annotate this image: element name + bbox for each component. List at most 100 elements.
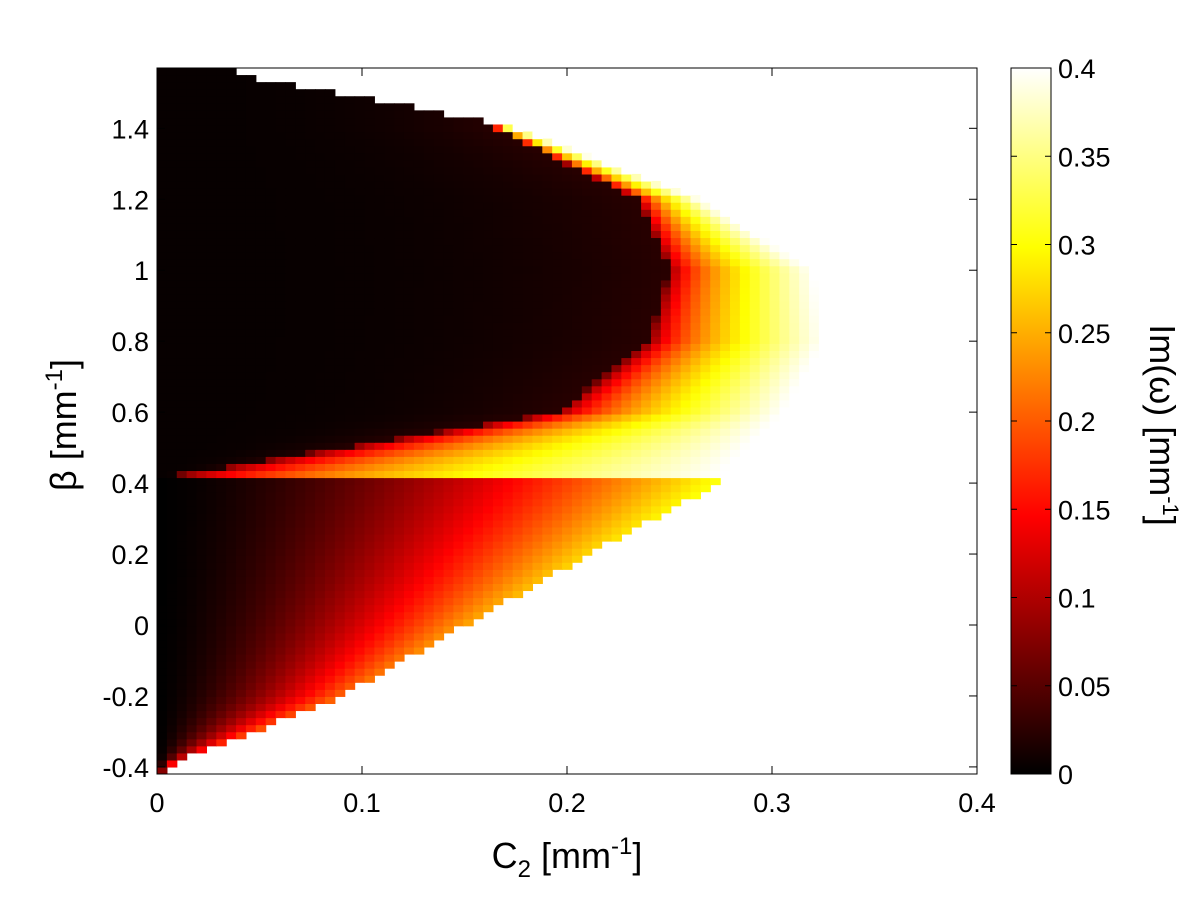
heatmap-cell	[157, 315, 168, 323]
heatmap-cell	[324, 477, 336, 486]
heatmap-cell	[255, 533, 267, 542]
heatmap-cell	[285, 583, 296, 592]
heatmap-cell	[206, 216, 217, 224]
heatmap-cell	[157, 216, 168, 224]
heatmap-cell	[344, 209, 356, 217]
heatmap-cell	[492, 569, 504, 577]
heatmap-cell	[265, 89, 277, 97]
heatmap-cell	[532, 562, 543, 570]
heatmap-cell	[265, 661, 277, 669]
heatmap-cell	[206, 428, 217, 436]
heatmap-cell	[305, 484, 316, 493]
heatmap-cell	[394, 124, 405, 133]
heatmap-cell	[532, 406, 543, 415]
heatmap-cell	[236, 604, 247, 613]
heatmap-cell	[463, 300, 474, 309]
heatmap-cell	[680, 216, 692, 224]
heatmap-cell	[581, 428, 593, 436]
heatmap-cell	[285, 89, 296, 97]
heatmap-cell	[433, 286, 445, 295]
heatmap-cell	[334, 668, 346, 676]
heatmap-cell	[720, 329, 731, 337]
heatmap-cell	[344, 300, 356, 309]
heatmap-cell	[255, 449, 267, 457]
heatmap-cell	[226, 498, 237, 507]
heatmap-cell	[710, 230, 721, 239]
heatmap-cell	[403, 237, 415, 246]
heatmap-cell	[601, 498, 613, 507]
heatmap-cell	[552, 378, 563, 387]
heatmap-cell	[295, 272, 306, 281]
heatmap-cell	[423, 512, 435, 521]
heatmap-cell	[403, 590, 415, 599]
heatmap-cell	[611, 322, 622, 330]
heatmap-cell	[354, 498, 366, 507]
heatmap-cell	[344, 646, 356, 655]
heatmap-cell	[166, 103, 178, 111]
heatmap-cell	[621, 512, 632, 521]
heatmap-cell	[324, 152, 336, 161]
heatmap-cell	[236, 272, 247, 281]
heatmap-cell	[186, 343, 198, 351]
heatmap-cell	[660, 435, 672, 443]
heatmap-cell	[157, 484, 168, 493]
heatmap-cell	[226, 336, 237, 344]
heatmap-cell	[394, 350, 405, 359]
heatmap-cell	[196, 385, 207, 394]
heatmap-cell	[196, 576, 207, 584]
heatmap-cell	[601, 188, 613, 196]
heatmap-cell	[562, 541, 573, 549]
heatmap-cell	[542, 498, 553, 507]
heatmap-cell	[344, 258, 356, 267]
heatmap-cell	[601, 435, 613, 443]
heatmap-cell	[226, 449, 237, 457]
heatmap-cell	[759, 322, 771, 330]
heatmap-cell	[216, 541, 227, 549]
heatmap-cell	[364, 166, 375, 175]
heatmap-cell	[275, 428, 287, 436]
heatmap-cell	[621, 477, 632, 486]
heatmap-cell	[236, 526, 247, 535]
heatmap-cell	[384, 421, 395, 429]
heatmap-cell	[374, 131, 385, 140]
heatmap-cell	[532, 336, 543, 344]
heatmap-cell	[730, 265, 741, 274]
heatmap-cell	[186, 145, 198, 154]
heatmap-cell	[334, 350, 346, 359]
heatmap-cell	[739, 286, 751, 295]
heatmap-cell	[730, 385, 741, 394]
heatmap-cell	[660, 300, 672, 309]
heatmap-cell	[245, 689, 257, 697]
heatmap-cell	[334, 279, 346, 288]
heatmap-cell	[206, 385, 217, 394]
heatmap-cell	[374, 195, 385, 203]
heatmap-cell	[265, 456, 277, 464]
heatmap-cell	[779, 251, 790, 260]
heatmap-cell	[641, 308, 652, 316]
heatmap-cell	[255, 237, 267, 246]
heatmap-cell	[374, 661, 385, 669]
heatmap-cell	[374, 180, 385, 189]
heatmap-cell	[157, 173, 168, 182]
heatmap-cell	[413, 315, 425, 323]
heatmap-cell	[186, 188, 198, 196]
heatmap-cell	[542, 329, 553, 337]
heatmap-cell	[473, 188, 484, 196]
heatmap-cell	[354, 322, 366, 330]
heatmap-cell	[571, 555, 583, 563]
heatmap-cell	[631, 442, 642, 450]
heatmap-cell	[157, 188, 168, 196]
heatmap-cell	[364, 350, 375, 359]
heatmap-cell	[295, 548, 306, 556]
heatmap-cell	[275, 117, 287, 126]
heatmap-cell	[216, 152, 227, 161]
heatmap-cell	[562, 244, 573, 253]
heatmap-cell	[789, 300, 800, 309]
heatmap-cell	[255, 442, 267, 450]
heatmap-cell	[157, 230, 168, 239]
heatmap-cell	[226, 82, 237, 90]
heatmap-cell	[818, 286, 830, 295]
heatmap-cell	[562, 272, 573, 281]
heatmap-cell	[522, 308, 534, 316]
heatmap-cell	[275, 329, 287, 337]
